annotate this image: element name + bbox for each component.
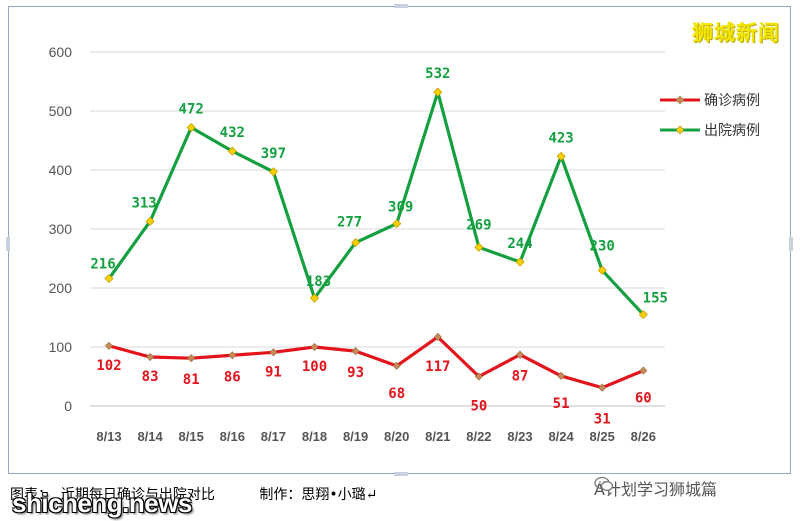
y-tick-label: 200 bbox=[49, 280, 73, 296]
x-tick-label: 8/15 bbox=[179, 429, 204, 444]
confirmed-point bbox=[351, 347, 360, 356]
right-resize-handle[interactable] bbox=[789, 237, 793, 251]
discharged-point bbox=[638, 309, 648, 320]
discharged-point bbox=[556, 151, 566, 161]
discharged-series-line bbox=[107, 90, 645, 316]
top-resize-handle[interactable] bbox=[394, 4, 408, 8]
y-tick-label: 400 bbox=[49, 162, 73, 178]
confirmed-point bbox=[433, 332, 442, 341]
discharged-point bbox=[433, 87, 443, 97]
discharged-data-label: 423 bbox=[548, 130, 573, 146]
confirmed-data-label: 83 bbox=[142, 369, 159, 385]
confirmed-data-label: 81 bbox=[183, 372, 200, 388]
x-tick-label: 8/18 bbox=[302, 429, 327, 444]
x-tick-label: 8/16 bbox=[220, 429, 245, 444]
discharged-point bbox=[145, 216, 155, 226]
x-tick-label: 8/25 bbox=[590, 429, 615, 444]
left-resize-handle[interactable] bbox=[6, 237, 10, 251]
legend-confirmed-marker bbox=[675, 95, 685, 105]
confirmed-data-label: 60 bbox=[635, 391, 652, 407]
confirmed-data-label: 100 bbox=[302, 359, 327, 375]
discharged-data-label: 277 bbox=[337, 215, 362, 231]
x-tick-label: 8/21 bbox=[425, 429, 450, 444]
x-tick-label: 8/14 bbox=[137, 429, 163, 444]
confirmed-point bbox=[474, 372, 483, 381]
y-tick-label: 300 bbox=[49, 221, 73, 237]
confirmed-data-label: 102 bbox=[96, 358, 121, 374]
site-watermark: shicheng.news bbox=[12, 488, 192, 518]
wechat-icon bbox=[594, 476, 614, 491]
y-tick-label: 600 bbox=[49, 44, 73, 60]
confirmed-data-label: 50 bbox=[470, 399, 487, 415]
confirmed-data-label: 91 bbox=[265, 364, 282, 380]
discharged-data-label: 155 bbox=[643, 291, 668, 307]
discharged-data-label: 309 bbox=[388, 200, 413, 216]
confirmed-point bbox=[639, 366, 648, 375]
confirmed-data-label: 117 bbox=[425, 359, 450, 375]
discharged-data-label: 397 bbox=[261, 146, 286, 162]
wechat-account-name: A计划学习狮城篇 bbox=[594, 480, 717, 499]
y-tick-label: 0 bbox=[64, 398, 72, 414]
discharged-data-label: 532 bbox=[425, 66, 450, 82]
figure-caption: 图表： 近期每日确诊与出院对比 制作：思翔•小璐↵ bbox=[10, 487, 378, 503]
confirmed-data-label: 87 bbox=[512, 369, 529, 385]
confirmed-data-label: 51 bbox=[553, 396, 570, 412]
x-tick-label: 8/19 bbox=[343, 429, 368, 444]
watermark-title: 狮城新闻 bbox=[692, 21, 780, 45]
x-tick-label: 8/26 bbox=[631, 429, 656, 444]
discharged-data-label: 432 bbox=[220, 125, 245, 141]
confirmed-series-line bbox=[108, 335, 644, 390]
legend-discharged-marker bbox=[675, 125, 685, 135]
confirmed-point bbox=[104, 341, 114, 350]
confirmed-point bbox=[228, 351, 237, 360]
y-tick-label: 500 bbox=[49, 103, 73, 119]
x-tick-label: 8/23 bbox=[507, 429, 532, 444]
confirmed-point bbox=[515, 350, 525, 359]
discharged-point bbox=[392, 219, 402, 229]
discharged-point bbox=[104, 273, 114, 284]
legend-confirmed-label: 确诊病例 bbox=[704, 93, 760, 109]
confirmed-point bbox=[146, 353, 155, 362]
discharged-data-label: 472 bbox=[179, 102, 204, 118]
confirmed-point bbox=[557, 371, 566, 380]
confirmed-point bbox=[310, 342, 319, 352]
x-tick-label: 8/22 bbox=[466, 429, 491, 444]
discharged-point bbox=[309, 293, 320, 303]
confirmed-data-label: 86 bbox=[224, 369, 241, 385]
discharged-point bbox=[597, 265, 607, 275]
x-tick-label: 8/17 bbox=[261, 429, 286, 444]
wechat-account: A计划学习狮城篇 bbox=[594, 476, 717, 500]
confirmed-data-label: 31 bbox=[594, 412, 611, 428]
discharged-data-label: 183 bbox=[306, 274, 331, 290]
discharged-point bbox=[227, 146, 237, 156]
discharged-point bbox=[474, 242, 484, 252]
legend-discharged-label: 出院病例 bbox=[704, 123, 760, 139]
x-tick-label: 8/20 bbox=[384, 429, 409, 444]
discharged-data-label: 216 bbox=[90, 257, 115, 273]
confirmed-point bbox=[598, 383, 607, 392]
confirmed-point bbox=[269, 348, 278, 357]
discharged-data-label: 244 bbox=[507, 236, 532, 252]
confirmed-data-label: 93 bbox=[347, 365, 364, 381]
bottom-resize-handle[interactable] bbox=[394, 472, 408, 476]
discharged-point bbox=[268, 167, 278, 177]
x-tick-label: 8/13 bbox=[96, 429, 121, 444]
discharged-point bbox=[515, 257, 525, 267]
x-tick-label: 8/24 bbox=[548, 429, 574, 444]
discharged-point bbox=[351, 238, 361, 248]
discharged-data-label: 230 bbox=[590, 238, 615, 254]
discharged-point bbox=[186, 122, 196, 133]
confirmed-point bbox=[187, 354, 196, 363]
discharged-data-label: 269 bbox=[466, 217, 491, 233]
discharged-data-label: 313 bbox=[131, 195, 156, 211]
y-tick-label: 100 bbox=[49, 339, 73, 355]
confirmed-data-label: 68 bbox=[388, 386, 405, 402]
confirmed-point bbox=[392, 361, 401, 370]
